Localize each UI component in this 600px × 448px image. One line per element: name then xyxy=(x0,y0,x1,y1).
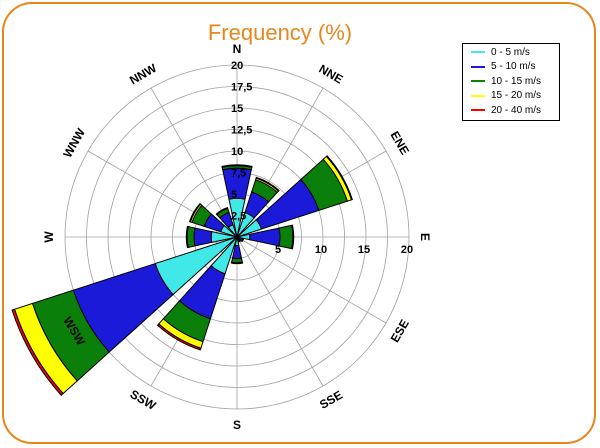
legend-item: 0 - 5 m/s xyxy=(463,45,559,60)
legend-swatch xyxy=(471,51,485,54)
wind-sector xyxy=(291,224,295,250)
legend-swatch xyxy=(471,80,485,83)
wind-sector xyxy=(185,225,189,249)
wind-sector xyxy=(255,176,280,192)
wind-sector xyxy=(230,261,244,265)
legend-swatch xyxy=(471,94,485,97)
direction-label: SSE xyxy=(317,388,345,412)
direction-label: W xyxy=(42,231,56,243)
radial-tick-label: 15 xyxy=(358,244,370,256)
wind-sector xyxy=(215,206,229,216)
radial-tick-label: 10 xyxy=(231,146,243,158)
wind-sector xyxy=(240,238,245,243)
legend-item: 5 - 10 m/s xyxy=(463,60,559,75)
wind-sector xyxy=(11,308,64,396)
direction-label: SSW xyxy=(128,387,159,413)
wind-sector xyxy=(325,155,353,201)
chart-title: Frequency (%) xyxy=(207,20,353,45)
chart-frame xyxy=(2,2,596,444)
wind-sector xyxy=(188,202,202,223)
legend-label: 10 - 15 m/s xyxy=(491,75,542,87)
legend-swatch xyxy=(471,65,485,68)
legend: 0 - 5 m/s 5 - 10 m/s 10 - 15 m/s 15 - 20… xyxy=(462,43,560,121)
radial-tick-label: 5 xyxy=(275,244,281,256)
direction-label: WNW xyxy=(60,125,88,160)
wind-sectors xyxy=(11,155,353,396)
wind-sector xyxy=(278,224,294,250)
wind-sector xyxy=(156,323,202,351)
direction-label: NNW xyxy=(127,61,159,88)
direction-label: NNE xyxy=(317,62,346,87)
radial-tick-label: 10 xyxy=(315,244,327,256)
radial-tick-label: 7,5 xyxy=(231,168,246,180)
direction-label: ENE xyxy=(388,129,412,157)
legend-item: 20 - 40 m/s xyxy=(463,103,559,118)
grid-spoke xyxy=(236,236,324,387)
radial-tick-label: 20 xyxy=(231,60,243,72)
radial-tick-label: 2,5 xyxy=(231,211,246,223)
radial-tick-label: 20 xyxy=(401,244,413,256)
direction-label: E xyxy=(418,233,432,241)
direction-label: S xyxy=(233,418,241,432)
legend-item: 10 - 15 m/s xyxy=(463,74,559,89)
wind-sector xyxy=(193,227,213,247)
wind-sector xyxy=(221,164,253,168)
radial-tick-label: 15 xyxy=(231,103,243,115)
legend-swatch xyxy=(471,109,485,112)
legend-label: 5 - 10 m/s xyxy=(491,61,536,73)
grid-spoke xyxy=(236,236,387,324)
wind-sector xyxy=(186,226,196,248)
legend-label: 0 - 5 m/s xyxy=(491,46,530,58)
legend-label: 20 - 40 m/s xyxy=(491,104,542,116)
direction-label: N xyxy=(233,42,242,56)
radial-tick-label: 17,5 xyxy=(231,82,252,94)
direction-label: ESE xyxy=(388,317,412,345)
radial-tick-label: 5 xyxy=(231,189,237,201)
wind-sector xyxy=(237,239,242,243)
legend-label: 15 - 20 m/s xyxy=(491,90,542,102)
radial-tick-label: 12,5 xyxy=(231,125,252,137)
legend-item: 15 - 20 m/s xyxy=(463,89,559,104)
